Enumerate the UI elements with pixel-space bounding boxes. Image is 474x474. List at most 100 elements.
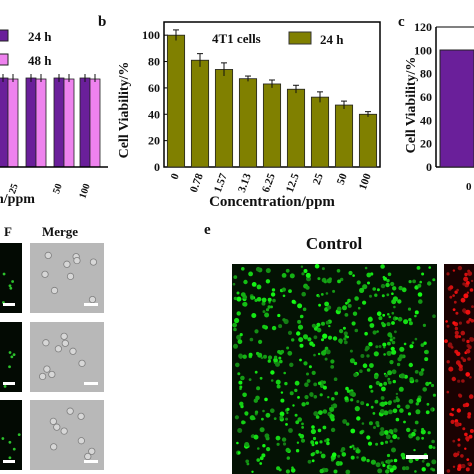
live-cell — [283, 371, 287, 375]
live-cell — [384, 440, 389, 444]
live-cell — [387, 272, 392, 277]
bar — [214, 69, 234, 168]
live-cell — [254, 329, 259, 334]
live-cell — [392, 286, 397, 291]
live-cell — [380, 430, 385, 435]
bar — [286, 88, 306, 168]
live-cell — [317, 381, 322, 386]
live-cell — [414, 314, 417, 318]
dead-cell — [467, 345, 472, 350]
live-cell — [408, 318, 412, 322]
live-cell — [356, 280, 361, 285]
live-cell — [389, 465, 393, 469]
live-cell — [275, 435, 281, 441]
dead-cell — [449, 285, 454, 290]
cell-dot — [12, 353, 16, 357]
live-cell — [366, 435, 371, 440]
live-cell — [381, 386, 386, 392]
live-cell — [407, 412, 412, 416]
live-cell — [322, 409, 328, 414]
live-cell — [372, 330, 377, 335]
live-cell — [355, 449, 360, 454]
live-cell — [373, 374, 379, 380]
dead-cell — [446, 360, 450, 364]
dead-cell — [444, 339, 448, 343]
live-cell — [376, 311, 382, 317]
live-cell — [393, 305, 396, 309]
live-cell — [311, 425, 315, 429]
panel-a-bar-24h — [25, 77, 37, 168]
panel-a-bar-48h — [35, 78, 47, 168]
live-cell — [324, 346, 329, 351]
live-cell — [375, 345, 379, 349]
live-cell — [306, 379, 311, 383]
live-cell — [392, 434, 398, 440]
live-cell — [306, 372, 309, 376]
live-cell — [262, 444, 266, 448]
live-cell — [285, 447, 291, 453]
live-cell — [327, 305, 332, 310]
live-cell — [315, 415, 320, 419]
live-cell — [303, 269, 308, 273]
live-cell — [378, 345, 382, 348]
cell-outline — [88, 295, 97, 304]
live-cell — [233, 343, 238, 349]
live-cell — [322, 333, 328, 339]
live-cell — [392, 379, 396, 384]
scale-bar — [84, 303, 98, 306]
live-cell — [270, 292, 276, 297]
live-cell — [395, 316, 399, 320]
live-cell — [418, 371, 424, 376]
live-cell — [288, 428, 293, 433]
dead-cell — [454, 290, 458, 294]
dead-cell — [457, 438, 461, 442]
live-cell — [297, 303, 303, 309]
dead-cell — [454, 334, 459, 339]
live-cell — [379, 409, 385, 414]
cell-outline — [60, 427, 68, 435]
dead-cell — [466, 320, 470, 324]
live-cell — [375, 421, 380, 425]
cell-dot — [11, 280, 15, 283]
x-tick-label: 0.78 — [188, 171, 206, 194]
live-cell — [259, 462, 263, 465]
live-cell — [256, 386, 261, 391]
live-cell — [390, 431, 394, 435]
live-cell — [314, 263, 320, 269]
panel-a-bar-48h — [7, 78, 19, 168]
live-cell — [388, 409, 393, 415]
live-cell — [281, 273, 287, 278]
live-cell — [321, 267, 325, 271]
live-cell — [259, 376, 263, 380]
dead-cell — [454, 330, 459, 335]
live-cell — [324, 357, 328, 361]
live-cell — [311, 323, 316, 328]
live-cell — [431, 439, 435, 444]
live-cell — [328, 277, 332, 281]
live-cell — [389, 360, 394, 365]
live-cell — [357, 306, 361, 310]
dead-cell — [463, 293, 469, 299]
live-cell — [264, 312, 270, 318]
live-cell — [391, 349, 397, 355]
live-cell — [279, 415, 284, 420]
live-cell — [374, 293, 378, 297]
live-cell — [417, 283, 422, 288]
live-cell — [285, 469, 290, 474]
live-cell — [380, 264, 385, 269]
live-cell — [253, 398, 258, 403]
live-cell — [403, 420, 406, 424]
merge-tile — [30, 322, 104, 392]
legend-label-48h: 48 h — [28, 53, 52, 68]
y-tick-label: 100 — [142, 28, 160, 42]
live-cell — [373, 426, 376, 429]
dead-cell — [465, 436, 470, 441]
live-cell — [266, 447, 271, 452]
live-cell — [391, 321, 395, 325]
cell-outline — [77, 412, 85, 420]
panel-a-tick: 25 — [7, 182, 21, 195]
live-cell — [405, 466, 410, 471]
live-cell — [272, 298, 276, 303]
live-cell — [280, 391, 284, 394]
panel-c-y-tick-label: 40 — [420, 113, 432, 127]
